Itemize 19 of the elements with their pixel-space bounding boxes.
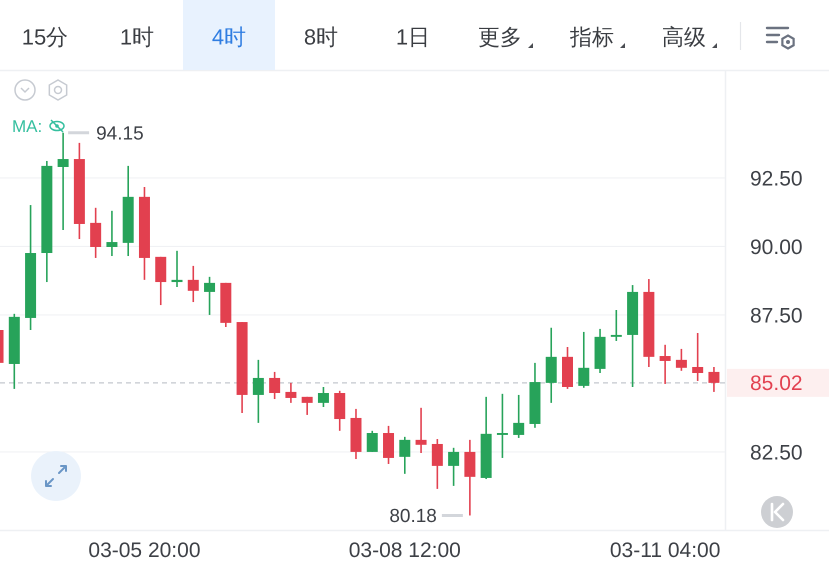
x-tick-label: 03-08 12:00 <box>348 539 461 562</box>
annotation: 94.15 <box>96 123 144 144</box>
tab-label: 1日 <box>396 24 430 50</box>
x-tick-label: 03-05 20:00 <box>88 539 201 562</box>
y-tick-label: 90.00 <box>750 236 803 259</box>
x-tick-label: 03-11 04:00 <box>610 539 720 562</box>
y-tick-label: 92.50 <box>750 167 803 190</box>
tab-label: 指标 <box>570 24 614 50</box>
y-tick-label: 82.50 <box>750 441 803 464</box>
annotation: MA: <box>12 116 42 136</box>
annotation: 80.18 <box>389 506 437 528</box>
tab-label: 高级 <box>662 24 706 50</box>
tab-label: 8时 <box>304 24 338 50</box>
tab-label: 更多 <box>478 24 522 50</box>
ref-line-label: 85.02 <box>750 372 803 396</box>
y-tick-label: 87.50 <box>750 304 803 328</box>
tab-label: 15分 <box>22 24 68 50</box>
tab-label: 1时 <box>120 24 154 50</box>
tab-label: 4时 <box>212 24 246 50</box>
